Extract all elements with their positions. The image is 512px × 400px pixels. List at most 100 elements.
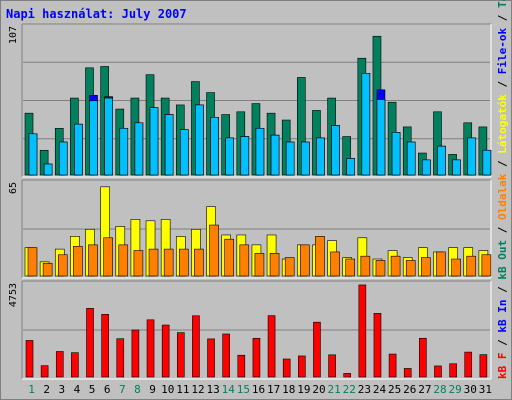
bar-lapok-day-31 (482, 149, 492, 176)
bar-kb-f-day-11 (176, 332, 185, 378)
x-tick-label-day-20: 20 (312, 383, 325, 396)
bar-oldalak-day-1 (27, 247, 38, 277)
bar-lapok-day-8 (134, 122, 144, 176)
x-tick-label-day-16: 16 (252, 383, 265, 396)
bar-oldalak-day-19 (300, 244, 310, 277)
bar-kb-f-day-27 (419, 337, 427, 378)
bar-oldalak-day-25 (390, 255, 401, 277)
bar-kb-f-day-4 (71, 352, 79, 378)
bar-oldalak-day-21 (330, 251, 340, 277)
x-tick-label-day-19: 19 (297, 383, 310, 396)
bar-kb-f-day-10 (161, 324, 170, 378)
bar-oldalak-day-31 (481, 254, 492, 277)
bar-kb-f-day-29 (449, 363, 457, 378)
bar-lapok-day-18 (285, 141, 295, 176)
bar-lapok-day-30 (467, 137, 477, 176)
bar-oldalak-day-3 (57, 254, 68, 277)
bar-oldalak-day-16 (254, 253, 265, 277)
bar-oldalak-day-20 (315, 236, 325, 277)
bar-oldalak-day-28 (436, 251, 446, 277)
bar-kb-f-day-18 (282, 358, 291, 378)
x-tick-label-day-7: 7 (119, 383, 126, 396)
x-tick-label-day-2: 2 (43, 383, 50, 396)
x-tick-label-day-23: 23 (358, 383, 371, 396)
bar-kb-f-day-22 (343, 373, 352, 378)
chart-title: Napi használat: July 2007 (6, 7, 187, 21)
x-tick-label-day-24: 24 (373, 383, 387, 396)
x-tick-label-day-15: 15 (237, 383, 250, 396)
bar-lapok-day-5 (89, 100, 98, 176)
bar-lapok-day-27 (422, 159, 431, 176)
bar-kb-f-day-19 (298, 355, 306, 378)
bar-lapok-day-22 (346, 158, 356, 176)
bar-lapok-day-9 (149, 107, 159, 176)
x-tick-label-day-18: 18 (282, 383, 295, 396)
bar-kb-f-day-7 (116, 338, 125, 378)
bar-oldalak-day-13 (209, 224, 219, 277)
bar-oldalak-day-22 (345, 258, 356, 277)
bar-oldalak-day-2 (42, 262, 53, 277)
y-max-label: 65 (8, 182, 19, 194)
x-tick-label-day-26: 26 (403, 383, 416, 396)
x-tick-label-day-12: 12 (191, 383, 204, 396)
legend-entry-l-togat-k: Látogatók (496, 94, 509, 154)
bar-lapok-day-15 (240, 136, 250, 176)
x-tick-label-day-3: 3 (59, 383, 66, 396)
x-tick-label-day-27: 27 (418, 383, 431, 396)
bar-kb-f-day-28 (434, 365, 442, 378)
bar-oldalak-day-18 (284, 257, 295, 277)
bar-kb-f-day-9 (146, 319, 155, 378)
bar-oldalak-day-30 (466, 255, 477, 277)
y-max-label: 4753 (8, 283, 19, 307)
bar-lapok-day-2 (43, 163, 53, 176)
bar-kb-f-day-25 (388, 353, 397, 378)
bar-lapok-day-29 (452, 159, 461, 176)
bar-kb-f-day-21 (328, 354, 336, 378)
bar-kb-f-day-26 (403, 368, 412, 378)
x-tick-label-day-13: 13 (206, 383, 219, 396)
bar-lapok-day-10 (164, 114, 174, 176)
bar-kb-f-day-16 (252, 337, 261, 378)
x-tick-label-day-1: 1 (28, 383, 35, 396)
bar-kb-f-day-17 (267, 315, 276, 378)
x-tick-label-day-8: 8 (134, 383, 141, 396)
bar-kb-f-day-13 (207, 338, 215, 378)
bar-kb-f-day-1 (25, 340, 34, 378)
bar-kb-f-day-2 (40, 365, 49, 378)
bar-oldalak-day-17 (269, 253, 280, 277)
bar-lapok-day-14 (225, 137, 234, 176)
bar-oldalak-day-23 (360, 255, 371, 277)
x-tick-label-day-17: 17 (267, 383, 280, 396)
bar-oldalak-day-10 (163, 248, 174, 277)
y-max-label: 107 (8, 26, 19, 44)
bar-lapok-day-4 (74, 123, 83, 176)
bar-kb-f-day-6 (101, 314, 109, 378)
legend-separator: / (496, 74, 509, 94)
x-tick-label-day-11: 11 (176, 383, 189, 396)
x-tick-label-day-31: 31 (479, 383, 492, 396)
bar-kb-f-day-15 (237, 354, 246, 378)
x-tick-label-day-4: 4 (74, 383, 81, 396)
bar-kb-f-day-3 (55, 351, 64, 378)
bar-kb-f-day-8 (131, 329, 140, 378)
bar-kb-f-day-23 (358, 284, 367, 378)
bar-lapok-day-28 (437, 145, 446, 176)
legend-entry-kb-in: kB In (496, 300, 509, 333)
bar-kb-f-day-5 (86, 308, 94, 378)
x-tick-label-day-22: 22 (343, 383, 356, 396)
bar-oldalak-day-7 (118, 244, 129, 277)
bar-oldalak-day-5 (88, 244, 98, 277)
x-tick-label-day-14: 14 (222, 383, 236, 396)
legend-entry-oldalak: Oldalak (496, 173, 509, 220)
bar-lapok-day-25 (391, 132, 401, 176)
bar-oldalak-day-14 (224, 238, 234, 277)
bar-oldalak-day-24 (375, 260, 386, 277)
legend-entry-kb-f: kB F (496, 353, 509, 380)
x-tick-label-day-9: 9 (149, 383, 156, 396)
x-tick-label-day-30: 30 (464, 383, 477, 396)
x-tick-label-day-25: 25 (388, 383, 401, 396)
x-tick-label-day-10: 10 (161, 383, 174, 396)
bar-oldalak-day-9 (148, 248, 159, 277)
bar-lapok-day-19 (301, 141, 310, 176)
bar-kb-f-day-12 (192, 315, 200, 378)
